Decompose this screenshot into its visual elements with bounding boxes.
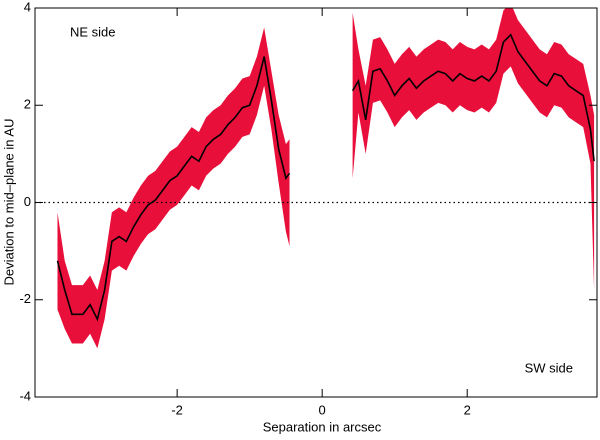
- plot-area: [35, 8, 597, 349]
- data-line: [56, 33, 595, 322]
- error-band: [57, 8, 595, 349]
- y-tick-label: -4: [19, 388, 31, 403]
- y-tick-label: 0: [24, 194, 31, 209]
- annotation: NE side: [70, 24, 116, 39]
- y-axis-label: Deviation to mid–plane in AU: [1, 119, 16, 286]
- x-axis-label: Separation in arcsec: [263, 419, 382, 434]
- y-tick-label: 4: [24, 0, 31, 14]
- y-tick-label: -2: [19, 291, 31, 306]
- x-tick-label: 2: [464, 402, 471, 417]
- x-tick-label: -2: [171, 402, 183, 417]
- y-tick-label: 2: [24, 97, 31, 112]
- x-tick-label: 0: [319, 402, 326, 417]
- annotation: SW side: [525, 360, 573, 375]
